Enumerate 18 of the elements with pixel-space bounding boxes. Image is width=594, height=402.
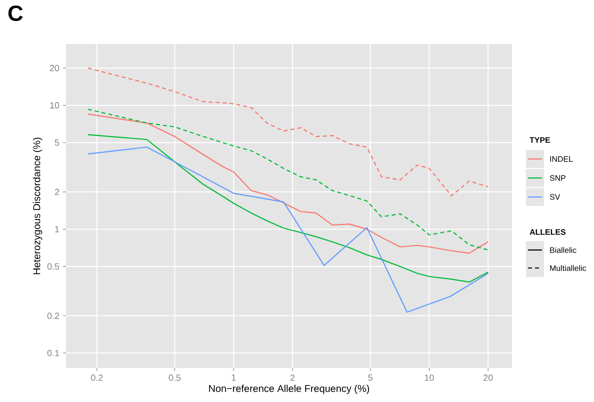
y-tick-label: 1 bbox=[55, 226, 60, 232]
x-tick-label: 0.2 bbox=[91, 374, 103, 381]
y-axis-title: Heterozygous Discordance (%) bbox=[32, 138, 42, 274]
y-tick-label: 5 bbox=[54, 140, 60, 146]
x-tick-label: 2 bbox=[290, 374, 295, 381]
y-tick-label: 0.2 bbox=[47, 312, 60, 319]
x-tick-label: 20 bbox=[484, 374, 493, 381]
y-tick-label: 2 bbox=[54, 188, 60, 196]
x-tick-label: 1 bbox=[232, 374, 236, 381]
x-axis-title: Non−reference Allele Frequency (%) bbox=[209, 384, 370, 394]
y-tick-label: 10 bbox=[50, 102, 60, 109]
x-tick-label: 5 bbox=[368, 374, 372, 381]
chart-title: C bbox=[8, 6, 23, 22]
y-tick-label: 20 bbox=[50, 64, 60, 72]
x-tick-label: 0.5 bbox=[168, 374, 181, 381]
y-tick-label: 0.1 bbox=[47, 350, 60, 356]
y-tick-label: 0.5 bbox=[47, 263, 60, 270]
x-tick-label: 10 bbox=[424, 374, 434, 381]
